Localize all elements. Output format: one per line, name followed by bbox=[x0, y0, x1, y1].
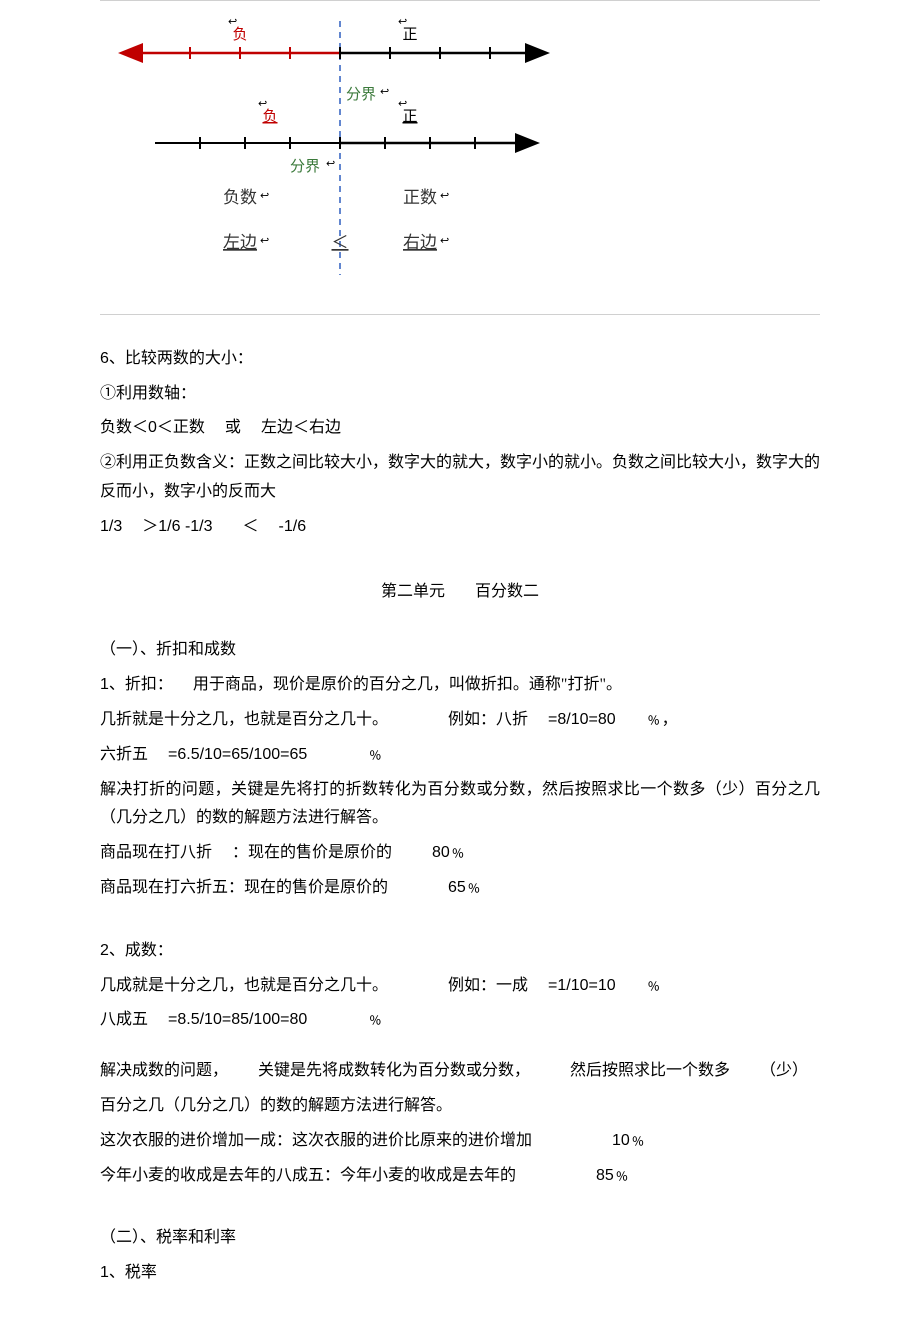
text: 65﹪ bbox=[448, 879, 482, 896]
num-6: 6、比较两数的大小： bbox=[100, 350, 253, 367]
text: 用于商品，现价是原价的百分之几，叫做折扣。通称"打折"。 bbox=[193, 676, 622, 693]
text: （少） bbox=[760, 1062, 808, 1079]
para: 几成就是十分之几，也就是百分之几十。 例如：一成 =1/10=10 ﹪ bbox=[100, 972, 820, 1001]
svg-text:↩: ↩ bbox=[260, 235, 269, 247]
text: ﹪， bbox=[646, 711, 678, 728]
text: =1/10=10 bbox=[548, 977, 616, 994]
text: ﹪ bbox=[367, 746, 383, 763]
para: 六折五 =6.5/10=65/100=65 ﹪ bbox=[100, 741, 820, 770]
para: 今年小麦的收成是去年的八成五：今年小麦的收成是去年的 85﹪ bbox=[100, 1162, 820, 1191]
svg-text:↩: ↩ bbox=[398, 98, 407, 110]
svg-text:负: 负 bbox=[232, 26, 247, 43]
text: ＜ bbox=[243, 518, 259, 535]
para: 商品现在打六折五：现在的售价是原价的 65﹪ bbox=[100, 874, 820, 903]
svg-text:正: 正 bbox=[402, 109, 417, 125]
para: 1、折扣： 用于商品，现价是原价的百分之几，叫做折扣。通称"打折"。 bbox=[100, 671, 820, 700]
svg-text:↩: ↩ bbox=[228, 16, 237, 28]
svg-text:↩: ↩ bbox=[326, 158, 335, 170]
para: 几折就是十分之几，也就是百分之几十。 例如：八折 =8/10=80 ﹪， bbox=[100, 706, 820, 735]
text: ﹪ bbox=[367, 1011, 383, 1028]
text: 八成五 bbox=[100, 1011, 148, 1028]
text: 然后按照求比一个数多 bbox=[570, 1062, 730, 1079]
svg-text:分界: 分界 bbox=[290, 158, 320, 175]
diagram-svg: 负↩正↩负↩正↩分界↩分界↩负数正数↩↩左边＜右边↩↩ bbox=[110, 13, 550, 283]
text: 1、折扣： bbox=[100, 676, 173, 693]
subsection-1-title: （一）、折扣和成数 bbox=[100, 636, 820, 665]
text: 左边＜右边 bbox=[261, 419, 341, 436]
heading-tax: 1、税率 bbox=[100, 1259, 820, 1288]
text: 几成就是十分之几，也就是百分之几十。 bbox=[100, 977, 388, 994]
svg-text:负: 负 bbox=[262, 108, 277, 125]
para: 负数＜0＜正数 或 左边＜右边 bbox=[100, 414, 820, 443]
para: 这次衣服的进价增加一成：这次衣服的进价比原来的进价增加 10﹪ bbox=[100, 1127, 820, 1156]
svg-text:↩: ↩ bbox=[440, 235, 449, 247]
text: -1/6 bbox=[279, 518, 307, 535]
text: 商品现在打八折 bbox=[100, 844, 212, 861]
subsection-2-title: （二）、税率和利率 bbox=[100, 1224, 820, 1253]
svg-text:＜: ＜ bbox=[332, 233, 349, 252]
text: 例如：八折 bbox=[448, 711, 528, 728]
heading-6: 6、比较两数的大小： bbox=[100, 345, 820, 374]
para: 1/3 ＞1/6 -1/3 ＜ -1/6 bbox=[100, 513, 820, 542]
text: 关键是先将成数转化为百分数或分数， bbox=[258, 1062, 530, 1079]
text: 1/6 -1/3 bbox=[158, 518, 212, 535]
para: 商品现在打八折 ：现在的售价是原价的 80﹪ bbox=[100, 839, 820, 868]
svg-text:↩: ↩ bbox=[440, 190, 449, 202]
text: =8.5/10=85/100=80 bbox=[168, 1011, 307, 1028]
text: ＞ bbox=[142, 518, 158, 535]
text: 例如：一成 bbox=[448, 977, 528, 994]
text: 85﹪ bbox=[596, 1167, 630, 1184]
text: 80﹪ bbox=[432, 844, 466, 861]
para: ②利用正负数含义：正数之间比较大小，数字大的就大，数字小的就小。负数之间比较大小… bbox=[100, 449, 820, 507]
document-body: 6、比较两数的大小： ①利用数轴： 负数＜0＜正数 或 左边＜右边 ②利用正负数含义… bbox=[100, 315, 820, 1288]
document-page: 负↩正↩负↩正↩分界↩分界↩负数正数↩↩左边＜右边↩↩ 6、比较两数的大小： ①… bbox=[0, 0, 920, 1334]
text: 解决成数的问题， bbox=[100, 1062, 228, 1079]
svg-text:正: 正 bbox=[402, 27, 417, 43]
text: 或 bbox=[225, 419, 241, 436]
svg-text:↩: ↩ bbox=[258, 98, 267, 110]
text: ：现在的售价是原价的 bbox=[232, 844, 392, 861]
para: 八成五 =8.5/10=85/100=80 ﹪ bbox=[100, 1006, 820, 1035]
para: ①利用数轴： bbox=[100, 380, 820, 409]
svg-text:↩: ↩ bbox=[260, 190, 269, 202]
svg-text:正数: 正数 bbox=[403, 188, 437, 207]
text: 负数＜ bbox=[100, 419, 148, 436]
text: 10﹪ bbox=[612, 1132, 646, 1149]
text: 0＜正数 bbox=[148, 419, 205, 436]
text: 几折就是十分之几，也就是百分之几十。 bbox=[100, 711, 388, 728]
title-a: 第二单元 bbox=[381, 583, 445, 600]
text: 1/3 bbox=[100, 518, 122, 535]
para: 解决打折的问题，关键是先将打的折数转化为百分数或分数，然后按照求比一个数多（少）… bbox=[100, 776, 820, 834]
svg-text:↩: ↩ bbox=[398, 16, 407, 28]
svg-text:分界: 分界 bbox=[346, 86, 376, 103]
svg-text:右边: 右边 bbox=[403, 233, 437, 252]
text: =6.5/10=65/100=65 bbox=[168, 746, 307, 763]
text: =8/10=80 bbox=[548, 711, 616, 728]
number-line-diagram: 负↩正↩负↩正↩分界↩分界↩负数正数↩↩左边＜右边↩↩ bbox=[100, 0, 820, 315]
text: 今年小麦的收成是去年的八成五：今年小麦的收成是去年的 bbox=[100, 1167, 516, 1184]
title-b: 百分数二 bbox=[475, 583, 539, 600]
svg-text:负数: 负数 bbox=[223, 188, 257, 207]
text: 这次衣服的进价增加一成：这次衣服的进价比原来的进价增加 bbox=[100, 1132, 532, 1149]
para: 百分之几（几分之几）的数的解题方法进行解答。 bbox=[100, 1092, 820, 1121]
text: 六折五 bbox=[100, 746, 148, 763]
heading-2-2: 2、成数： bbox=[100, 937, 820, 966]
para: 解决成数的问题， 关键是先将成数转化为百分数或分数， 然后按照求比一个数多 （少） bbox=[100, 1057, 820, 1086]
text: 商品现在打六折五：现在的售价是原价的 bbox=[100, 879, 388, 896]
text: ﹪ bbox=[646, 977, 662, 994]
svg-text:↩: ↩ bbox=[380, 86, 389, 98]
svg-text:左边: 左边 bbox=[223, 233, 257, 252]
section-2-title: 第二单元 百分数二 bbox=[100, 578, 820, 607]
